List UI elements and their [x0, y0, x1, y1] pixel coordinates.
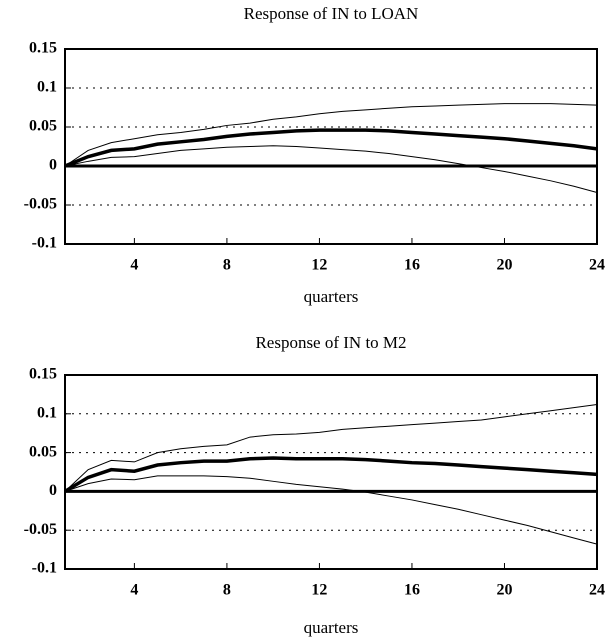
- x-tick-label: 16: [404, 582, 420, 599]
- y-tick-label: -0.1: [32, 235, 57, 252]
- y-tick-label: 0.1: [37, 79, 57, 96]
- series-line: [64, 145, 598, 194]
- y-tick-label: 0: [49, 157, 57, 174]
- chart-title: Response of IN to M2: [255, 333, 406, 352]
- series-line: [64, 475, 598, 545]
- y-tick-label: 0: [49, 482, 57, 499]
- x-tick-label: 20: [496, 582, 512, 599]
- x-tick-label: 24: [589, 582, 605, 599]
- y-tick-label: 0.05: [29, 443, 57, 460]
- chart-title: Response of IN to LOAN: [244, 4, 419, 23]
- x-axis-label: quarters: [304, 287, 359, 306]
- plot-frame: [64, 48, 598, 245]
- y-tick-label: 0.15: [29, 366, 57, 383]
- x-tick-label: 12: [311, 257, 327, 274]
- x-tick-label: 20: [496, 257, 512, 274]
- y-tick-label: -0.05: [24, 196, 57, 213]
- y-tick-label: 0.15: [29, 40, 57, 57]
- y-tick-label: 0.1: [37, 404, 57, 421]
- x-tick-label: 4: [130, 582, 138, 599]
- plot-frame: [64, 374, 598, 570]
- y-tick-label: 0.05: [29, 118, 57, 135]
- x-tick-label: 8: [223, 582, 231, 599]
- x-tick-label: 12: [311, 582, 327, 599]
- series-line: [64, 103, 598, 167]
- x-tick-label: 16: [404, 257, 420, 274]
- x-tick-label: 8: [223, 257, 231, 274]
- x-tick-label: 24: [589, 257, 605, 274]
- y-tick-label: -0.1: [32, 560, 57, 577]
- x-tick-label: 4: [130, 257, 138, 274]
- series-line: [64, 403, 598, 492]
- x-axis-label: quarters: [304, 618, 359, 637]
- series-line: [64, 128, 598, 168]
- series-line: [64, 456, 598, 493]
- y-tick-label: -0.05: [24, 521, 57, 538]
